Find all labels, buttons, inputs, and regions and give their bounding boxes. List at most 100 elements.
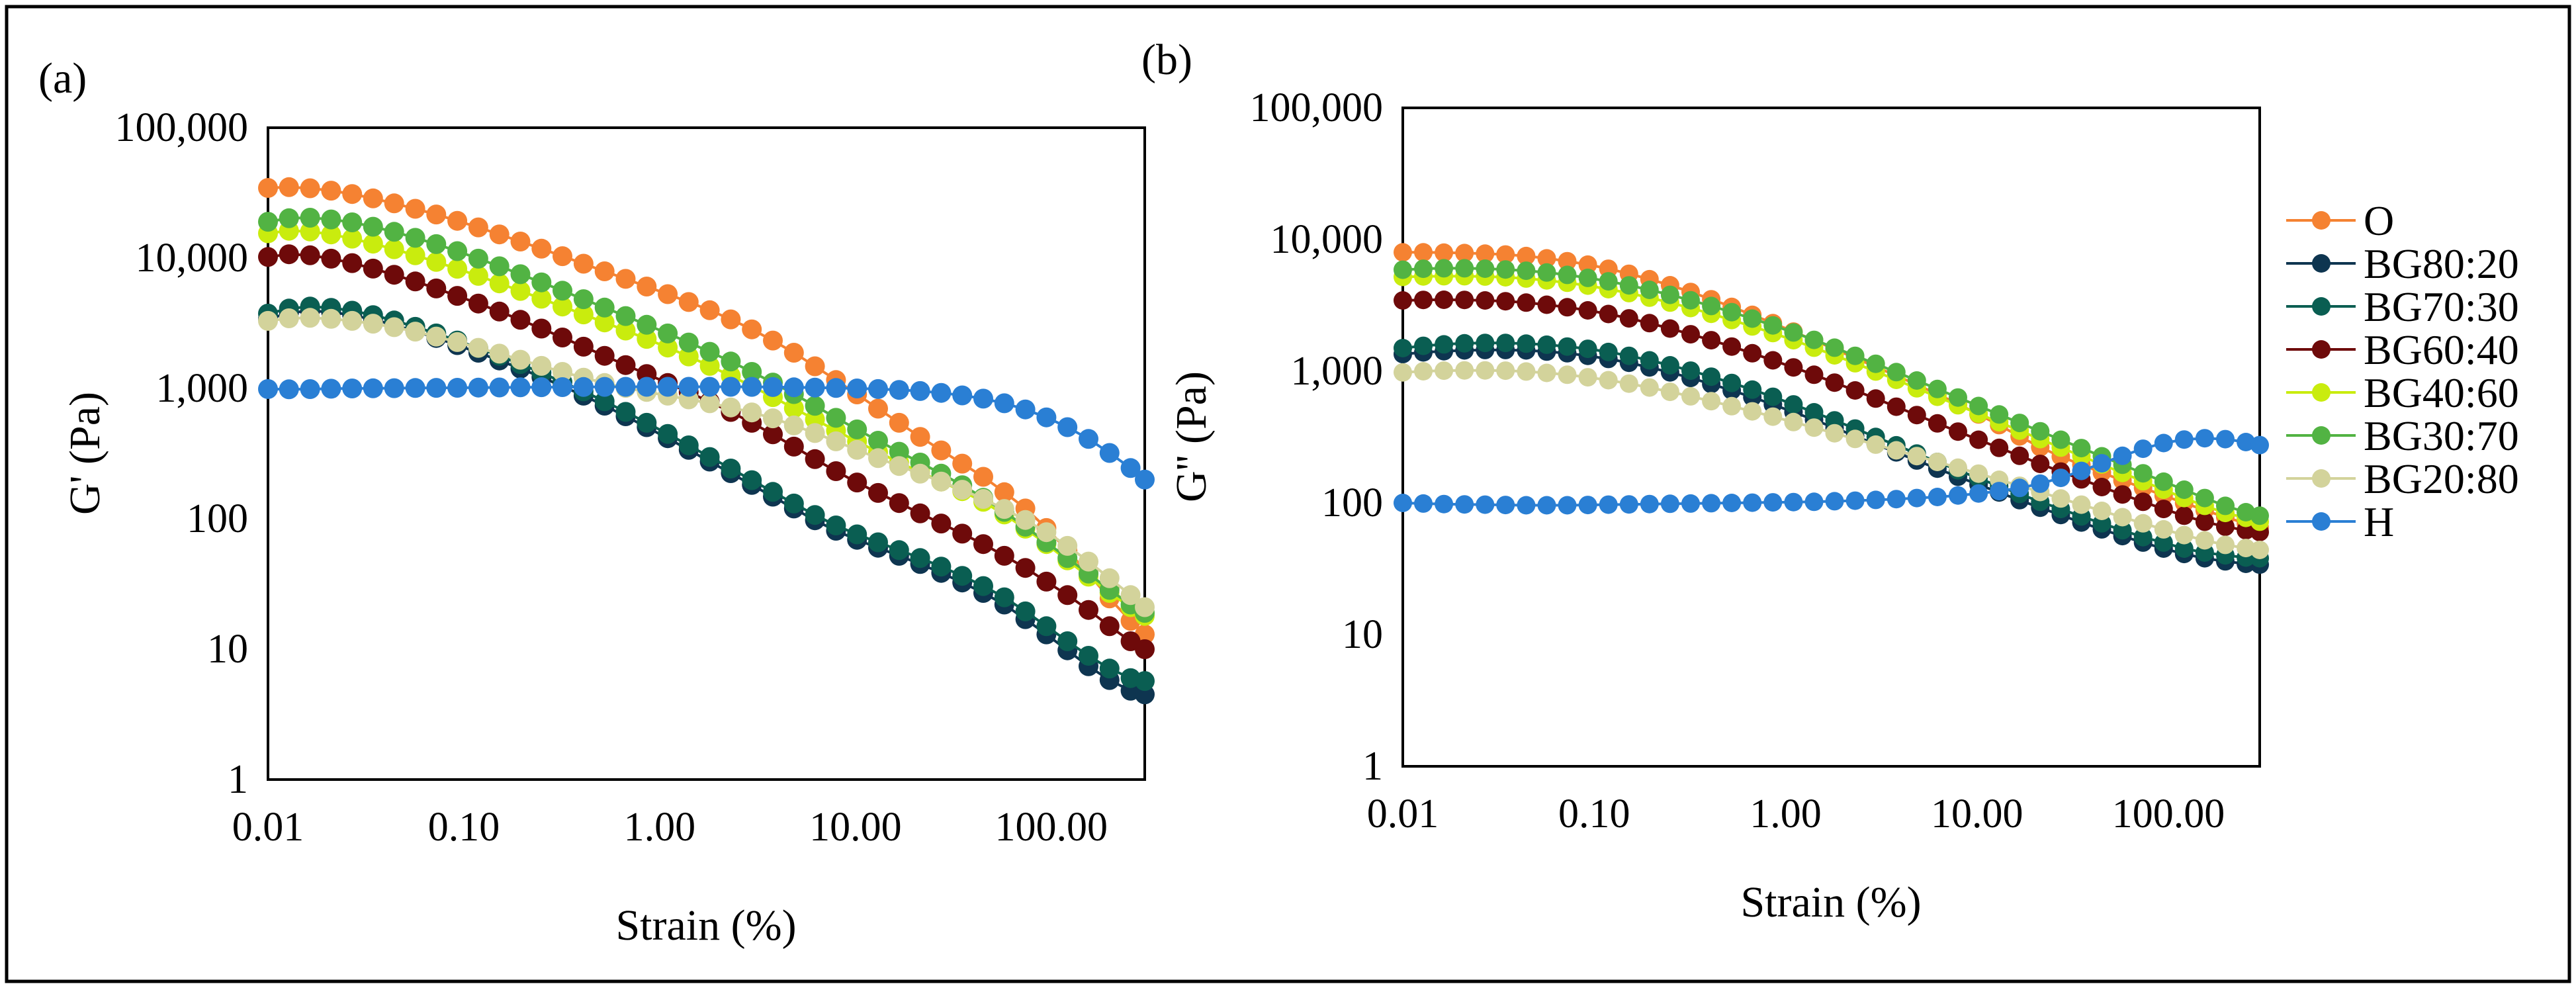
chart-b-point-bg20-80 — [1558, 365, 1577, 384]
chart-a-point-bg20-80 — [952, 480, 973, 500]
chart-b-point-bg30-70 — [2216, 496, 2235, 516]
chart-b-point-bg30-70 — [1969, 396, 1988, 416]
chart-b-point-h — [1866, 490, 1885, 510]
chart-b-point-bg60-40 — [1969, 430, 1988, 449]
chart-a-point-h — [342, 379, 363, 398]
chart-b-point-bg60-40 — [1784, 358, 1803, 377]
chart-b-point-bg30-70 — [1619, 276, 1638, 295]
chart-a-point-bg20-80 — [910, 463, 930, 484]
chart-a-point-bg20-80 — [1135, 597, 1155, 617]
chart-a-point-o — [658, 284, 678, 304]
chart-a-point-o — [553, 246, 572, 267]
chart-a-point-bg70-30 — [952, 566, 973, 586]
chart-a-point-h — [426, 378, 447, 398]
chart-a-point-bg30-70 — [678, 332, 699, 353]
chart-b-point-bg60-40 — [1866, 389, 1885, 408]
chart-b-point-bg60-40 — [1619, 309, 1638, 328]
chart-b-point-bg20-80 — [2154, 519, 2173, 539]
chart-a-point-bg60-40 — [994, 545, 1014, 566]
chart-a-point-bg30-70 — [363, 216, 383, 237]
chart-a-point-bg60-40 — [384, 265, 404, 285]
chart-b-point-bg20-80 — [1476, 361, 1495, 380]
chart-b-point-bg60-40 — [2092, 478, 2111, 496]
chart-b-point-bg70-30 — [1476, 334, 1495, 353]
chart-b-point-bg20-80 — [1455, 361, 1474, 380]
chart-a-point-h — [1036, 407, 1057, 427]
chart-b-point-bg70-30 — [1763, 387, 1783, 406]
chart-b-y-tick-label: 1 — [1362, 744, 1383, 789]
chart-a-point-bg70-30 — [699, 447, 720, 467]
chart-a-point-h — [384, 378, 404, 398]
chart-a-point-o — [489, 224, 510, 245]
chart-b-point-bg70-30 — [1722, 373, 1742, 392]
chart-b-point-h — [2113, 446, 2132, 465]
chart-a-point-h — [910, 381, 930, 401]
legend-item-o: O — [2286, 197, 2394, 244]
chart-a-point-o — [594, 261, 615, 281]
chart-a-point-bg60-40 — [405, 271, 425, 292]
chart-a-point-bg30-70 — [699, 341, 720, 362]
chart-a-point-h — [637, 377, 657, 397]
chart-b-point-h — [1990, 482, 2009, 501]
chart-b-point-bg20-80 — [1619, 374, 1638, 393]
chart-a-series-bg20-80 — [258, 308, 1155, 617]
chart-a-point-bg30-70 — [258, 212, 278, 232]
chart-a-point-h — [783, 377, 804, 398]
chart-b-point-h — [1476, 495, 1495, 514]
chart-a-point-h — [405, 378, 425, 398]
chart-b-point-bg70-30 — [2154, 533, 2173, 552]
chart-b-point-h — [1928, 488, 1947, 506]
chart-b-point-bg30-70 — [1496, 260, 1515, 279]
legend-swatch-marker — [2312, 340, 2331, 359]
chart-a-point-o — [300, 178, 320, 199]
chart-b-point-bg70-30 — [2174, 539, 2194, 558]
chart-b-point-o — [1476, 244, 1495, 263]
chart-b-point-bg30-70 — [1681, 291, 1700, 310]
chart-a-point-bg60-40 — [805, 449, 825, 469]
chart-a-point-bg20-80 — [553, 362, 572, 382]
chart-b-point-bg70-30 — [1578, 339, 1597, 359]
chart-b-point-bg20-80 — [1825, 424, 1844, 443]
chart-a-point-o — [678, 292, 699, 312]
chart-a-point-bg40-60 — [553, 296, 572, 317]
chart-b-point-bg20-80 — [1496, 361, 1515, 381]
legend-swatch-marker — [2312, 469, 2331, 488]
chart-b-point-h — [2250, 435, 2269, 455]
legend-item-bg80-20: BG80:20 — [2286, 240, 2519, 287]
chart-b-point-h — [1722, 494, 1742, 512]
chart-b-point-bg30-70 — [2250, 506, 2269, 525]
chart-a-point-bg30-70 — [447, 241, 468, 261]
chart-a-point-h — [553, 377, 572, 397]
chart-b-point-bg60-40 — [1887, 397, 1906, 416]
chart-b-point-bg30-70 — [1825, 338, 1844, 357]
chart-a-point-bg20-80 — [300, 308, 320, 328]
chart-a-point-bg30-70 — [868, 431, 888, 451]
chart-b-y-tick-label: 1,000 — [1291, 349, 1384, 394]
chart-a-point-bg40-60 — [489, 273, 510, 294]
chart-b-series-bg60-40 — [1394, 291, 2269, 542]
chart-b-point-bg60-40 — [1660, 319, 1679, 338]
chart-b-point-bg70-30 — [1619, 346, 1638, 365]
chart-b-point-bg70-30 — [1784, 395, 1803, 414]
chart-a-point-bg40-60 — [783, 398, 804, 418]
chart-b-point-bg60-40 — [2216, 517, 2235, 536]
chart-a-point-bg20-80 — [973, 489, 993, 509]
chart-a-point-bg20-80 — [783, 415, 804, 435]
chart-a-point-h — [594, 377, 615, 397]
chart-b-point-bg70-30 — [1455, 334, 1474, 353]
chart-b-point-h — [1660, 494, 1679, 514]
chart-a-point-o — [637, 277, 657, 296]
chart-a-point-bg70-30 — [721, 459, 741, 478]
chart-a-point-bg60-40 — [973, 534, 993, 555]
chart-a-y-tick-label: 10 — [207, 627, 248, 672]
chart-a-point-bg60-40 — [1099, 616, 1120, 637]
chart-a-point-o — [384, 193, 404, 214]
legend-label: BG20:80 — [2364, 455, 2519, 502]
chart-a-point-bg20-80 — [510, 349, 531, 370]
chart-b-point-bg60-40 — [2195, 512, 2214, 531]
chart-a-point-bg30-70 — [531, 272, 552, 292]
chart-a-y-tick-label: 1 — [228, 757, 248, 802]
chart-a-point-bg30-70 — [594, 297, 615, 318]
chart-a-point-bg60-40 — [510, 310, 531, 330]
chart-b-x-tick-label: 1.00 — [1750, 791, 1822, 836]
